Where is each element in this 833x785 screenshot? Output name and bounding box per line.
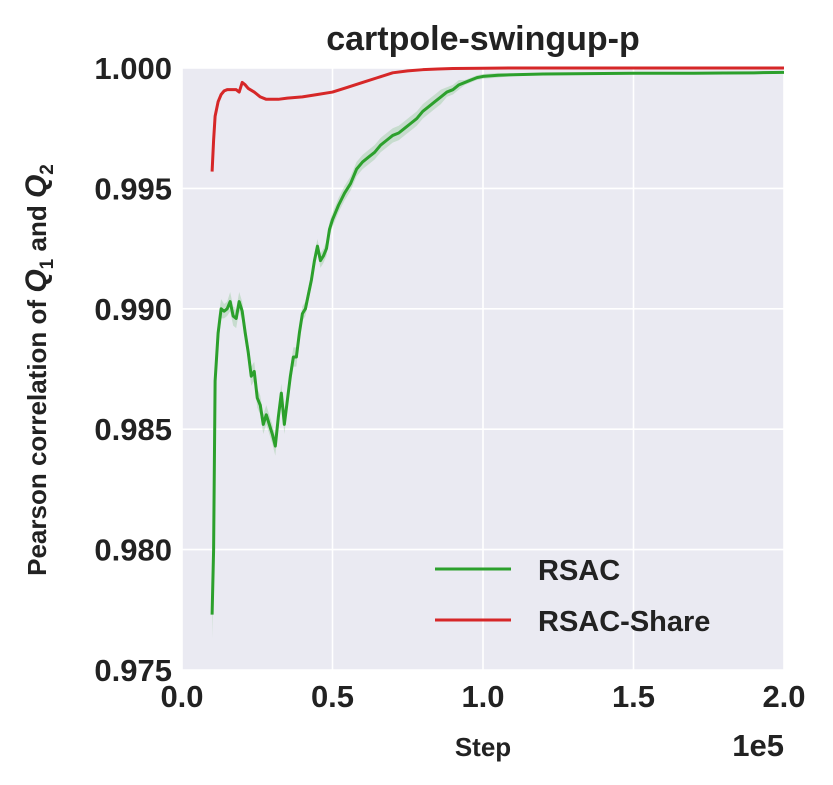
y-axis-label: Pearson correlation of Q1 and Q2 bbox=[20, 164, 59, 576]
x-offset-label: 1e5 bbox=[732, 728, 784, 763]
y-tick-label: 0.990 bbox=[94, 292, 172, 327]
y-tick-label: 0.975 bbox=[94, 653, 172, 688]
legend: RSAC RSAC-Share bbox=[435, 555, 710, 638]
legend-label-rsac-share: RSAC-Share bbox=[538, 606, 710, 638]
y-tick-label: 0.985 bbox=[94, 412, 172, 447]
x-tick-label: 2.0 bbox=[762, 679, 805, 714]
series-line-rsac-share bbox=[210, 66, 784, 172]
x-tick-labels: 0.0 0.5 1.0 1.5 2.0 bbox=[160, 679, 805, 714]
chart-title: cartpole-swingup-p bbox=[326, 20, 640, 58]
y-axis-label-and: and bbox=[22, 205, 52, 251]
y-tick-labels: 0.975 0.980 0.985 0.990 0.995 1.000 bbox=[94, 51, 172, 688]
y-axis-label-text: Pearson correlation of bbox=[22, 300, 52, 576]
series-lines bbox=[210, 66, 785, 615]
x-tick-label: 0.0 bbox=[160, 679, 203, 714]
series-line-rsac bbox=[210, 70, 785, 615]
y-tick-label: 1.000 bbox=[94, 51, 172, 86]
x-axis-label: Step bbox=[455, 732, 511, 762]
y-tick-label: 0.995 bbox=[94, 171, 172, 206]
x-tick-label: 1.0 bbox=[461, 679, 504, 714]
y-tick-label: 0.980 bbox=[94, 533, 172, 568]
x-tick-label: 1.5 bbox=[612, 679, 655, 714]
x-tick-label: 0.5 bbox=[311, 679, 354, 714]
y-axis-label-q1: Q bbox=[20, 269, 53, 292]
y-axis-label-sub2: 2 bbox=[37, 164, 58, 175]
y-axis-label-sub1: 1 bbox=[37, 258, 58, 269]
y-axis-label-q2: Q bbox=[20, 175, 53, 198]
legend-label-rsac: RSAC bbox=[538, 555, 620, 587]
